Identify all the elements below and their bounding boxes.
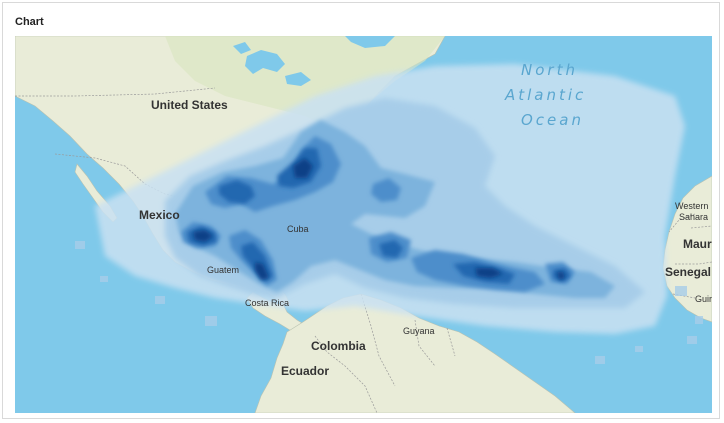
- label-mauritania: Maur: [683, 237, 712, 251]
- map-view[interactable]: United States Mexico Cuba Guatem Costa R…: [15, 36, 712, 413]
- label-colombia: Colombia: [311, 339, 366, 353]
- label-western-sahara-2: Sahara: [679, 212, 708, 222]
- label-western-sahara-1: Western: [675, 201, 708, 211]
- label-mexico: Mexico: [139, 208, 180, 222]
- place-labels: United States Mexico Cuba Guatem Costa R…: [139, 61, 712, 378]
- label-north-atlantic-3: Ocean: [521, 111, 584, 129]
- panel-title: Chart: [15, 16, 44, 28]
- density-level-4: [181, 136, 575, 292]
- density-level-5: [187, 148, 571, 284]
- chart-panel: Chart: [2, 2, 720, 419]
- label-cuba: Cuba: [287, 224, 309, 234]
- label-guatemala: Guatem: [207, 265, 239, 275]
- label-guinea: Guir: [695, 294, 712, 304]
- label-north-atlantic-2: Atlantic: [504, 86, 586, 104]
- label-north-atlantic-1: North: [521, 61, 578, 79]
- density-level-3: [175, 120, 615, 298]
- label-ecuador: Ecuador: [281, 364, 329, 378]
- label-united-states: United States: [151, 98, 228, 112]
- label-costa-rica: Costa Rica: [245, 298, 289, 308]
- density-map[interactable]: United States Mexico Cuba Guatem Costa R…: [15, 36, 712, 413]
- density-layer: [75, 64, 703, 364]
- hudson-bay: [345, 36, 395, 48]
- great-lakes: [233, 42, 311, 86]
- label-senegal: Senegal: [665, 265, 711, 279]
- label-guyana: Guyana: [403, 326, 435, 336]
